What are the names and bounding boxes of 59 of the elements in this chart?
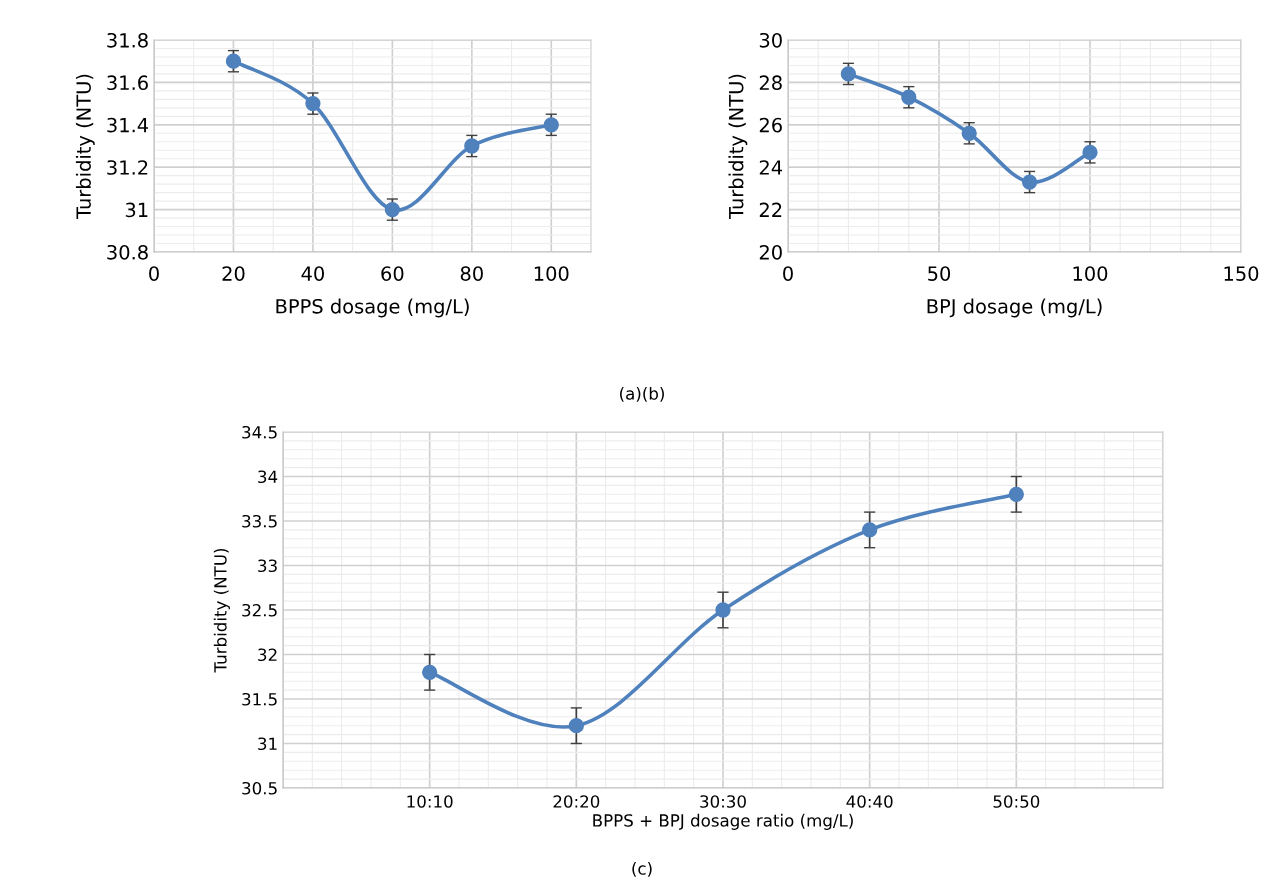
y-tick-label: 31.6 <box>107 75 148 91</box>
x-axis-title: BPJ dosage (mg/L) <box>927 298 1102 318</box>
point <box>543 117 559 133</box>
y-axis-title: Turbidity (NTU) <box>75 74 95 219</box>
y-tick-label: 30.8 <box>107 244 148 260</box>
x-tick-label: 40 <box>301 266 324 281</box>
point <box>901 89 917 105</box>
x-tick-label: 20:20 <box>553 795 600 808</box>
x-axis-title: BPPS + BPJ dosage ratio (mg/L) <box>593 813 853 830</box>
point <box>840 66 857 82</box>
x-tick-label: 60 <box>381 266 404 281</box>
y-tick-label: 20 <box>759 244 782 260</box>
x-tick-label: 20 <box>222 266 245 281</box>
x-tick-label: 0 <box>783 266 793 281</box>
y-tick-label: 32.5 <box>242 603 277 617</box>
y-tick-label: 31.4 <box>107 117 149 133</box>
y-tick-label: 24 <box>759 160 783 175</box>
x-tick-label: 30:30 <box>700 795 746 808</box>
y-tick-label: 32 <box>258 648 277 662</box>
y-tick-label: 33 <box>258 559 277 573</box>
y-tick-label: 31.8 <box>107 32 148 48</box>
y-tick-label: 22 <box>759 202 782 217</box>
point <box>715 602 731 618</box>
x-tick-label: 100 <box>1073 266 1108 281</box>
y-tick-label: 30.5 <box>242 781 277 795</box>
point <box>422 664 438 680</box>
x-tick-label: 50 <box>928 266 951 281</box>
point <box>1082 144 1098 160</box>
point <box>1021 174 1038 190</box>
y-tick-label: 34.5 <box>242 425 277 439</box>
x-axis-title: BPPS dosage (mg/L) <box>276 298 469 318</box>
point <box>464 138 480 154</box>
y-tick-label: 31.2 <box>107 160 148 175</box>
text: (c) <box>632 861 652 877</box>
y-tick-label: 33.5 <box>242 514 277 528</box>
x-tick-label: 50:50 <box>993 795 1040 808</box>
point <box>961 125 977 141</box>
y-tick-label: 31.5 <box>242 692 277 706</box>
y-tick-label: 31 <box>258 737 277 751</box>
y-axis-title: Turbidity (NTU) <box>728 74 748 219</box>
point <box>1008 486 1024 502</box>
point <box>225 53 242 69</box>
point <box>862 522 878 538</box>
text: (a)(b) <box>620 386 664 402</box>
y-tick-label: 26 <box>759 117 782 133</box>
y-tick-label: 31 <box>125 202 148 218</box>
x-tick-label: 10:10 <box>407 795 453 808</box>
point <box>305 95 321 112</box>
y-tick-label: 30 <box>759 32 782 48</box>
point <box>568 718 584 734</box>
x-tick-label: 0 <box>149 266 159 281</box>
x-tick-label: 150 <box>1224 266 1259 281</box>
y-tick-label: 34 <box>258 470 278 484</box>
point <box>384 201 401 218</box>
x-tick-label: 40:40 <box>846 795 893 808</box>
x-tick-label: 80 <box>460 266 483 281</box>
x-tick-label: 100 <box>534 266 569 281</box>
y-axis-title: Turbidity (NTU) <box>213 548 230 673</box>
y-tick-label: 28 <box>759 75 782 91</box>
